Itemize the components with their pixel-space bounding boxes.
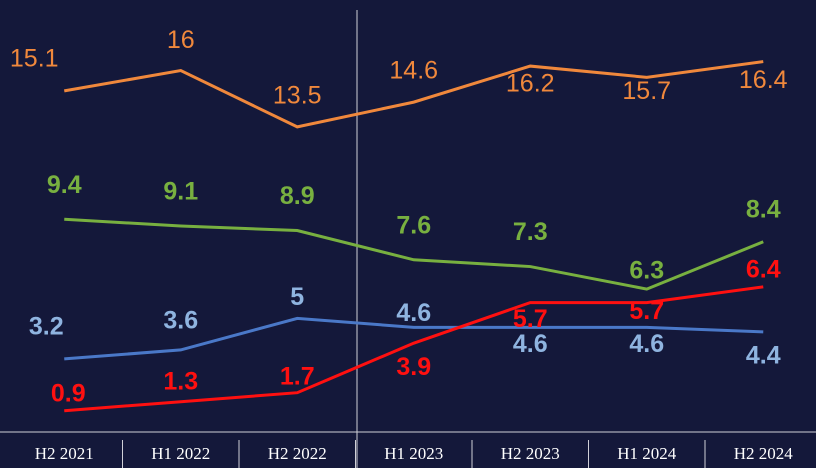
data-label: 13.5 xyxy=(273,82,322,110)
data-label: 1.7 xyxy=(280,362,315,390)
data-label: 3.6 xyxy=(163,307,198,335)
data-label: 4.6 xyxy=(513,330,548,358)
data-label: 0.9 xyxy=(51,379,86,407)
data-label: 8.9 xyxy=(280,182,315,210)
x-tick-label: H2 2023 xyxy=(501,444,560,463)
data-label: 16 xyxy=(167,26,195,54)
series-line xyxy=(64,316,764,361)
x-tick-label: H1 2022 xyxy=(151,444,210,463)
data-label: 4.4 xyxy=(746,341,781,369)
series-line xyxy=(64,217,764,291)
x-tick-label: H2 2024 xyxy=(734,444,794,463)
data-label: 9.4 xyxy=(47,171,82,199)
data-label: 6.3 xyxy=(629,257,664,285)
data-label: 9.1 xyxy=(163,178,198,206)
data-label: 7.6 xyxy=(396,211,431,239)
data-label: 6.4 xyxy=(746,255,781,283)
data-label: 4.6 xyxy=(629,330,664,358)
data-label: 3.9 xyxy=(396,353,431,381)
series-line xyxy=(64,285,764,413)
data-label: 7.3 xyxy=(513,218,548,246)
data-label: 16.2 xyxy=(506,70,555,98)
data-label: 15.1 xyxy=(10,44,59,72)
data-label: 3.2 xyxy=(29,313,64,341)
series-line xyxy=(63,60,764,129)
data-label: 16.4 xyxy=(739,66,788,94)
data-label: 14.6 xyxy=(389,57,438,85)
x-tick-label: H1 2023 xyxy=(384,444,443,463)
data-label: 5.7 xyxy=(629,297,664,325)
data-label: 5 xyxy=(290,283,304,311)
x-tick-label: H2 2021 xyxy=(35,444,94,463)
data-label: 4.6 xyxy=(396,299,431,327)
data-label: 8.4 xyxy=(746,195,781,223)
data-label: 5.7 xyxy=(513,305,548,333)
data-label: 1.3 xyxy=(163,367,198,395)
x-tick-label: H2 2022 xyxy=(268,444,327,463)
x-tick-label: H1 2024 xyxy=(617,444,677,463)
data-label: 15.7 xyxy=(622,77,671,105)
